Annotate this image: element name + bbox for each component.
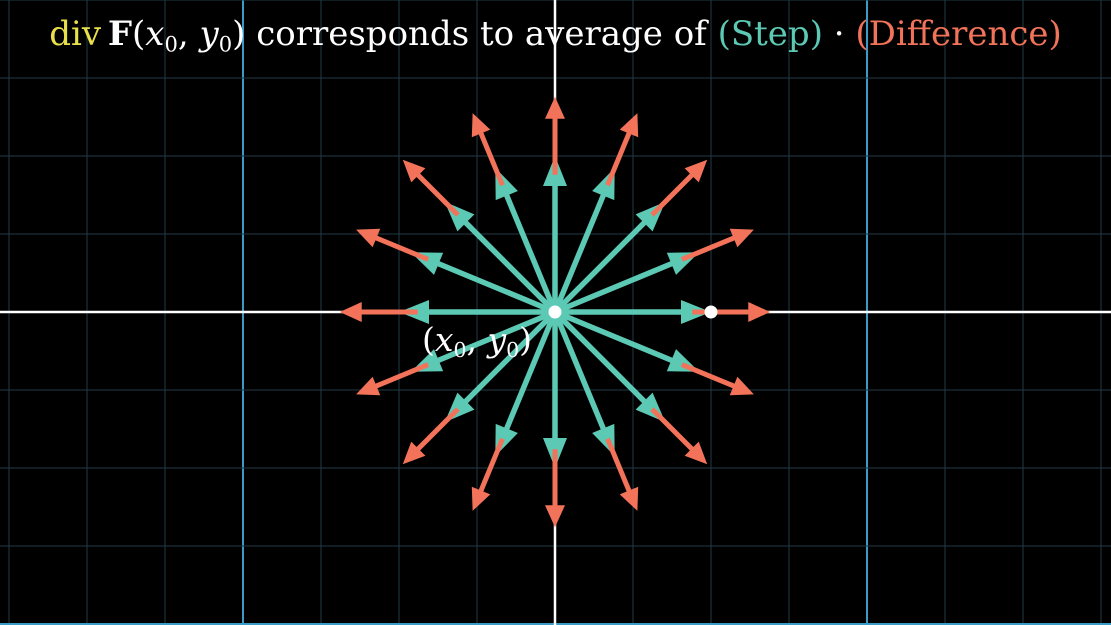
- difference-vector-head: [471, 113, 491, 138]
- step-vector-shaft: [552, 310, 607, 432]
- step-open-paren: (: [717, 14, 731, 54]
- step-vector-shaft: [552, 192, 607, 314]
- difference-vector-head: [545, 505, 565, 528]
- difference-vector: [471, 113, 505, 187]
- difference-vectors: [339, 96, 771, 528]
- difference-vector: [471, 437, 505, 511]
- div-operator: div: [49, 14, 102, 54]
- point-label-comma: ,: [466, 320, 488, 359]
- difference-vector-head: [619, 486, 639, 511]
- step-word: Step: [730, 14, 810, 54]
- point-label: (x0, y0): [422, 320, 532, 362]
- difference-vector-head: [545, 96, 565, 119]
- step-close-paren: ): [809, 14, 823, 54]
- page-title: div F(x0, y0) corresponds to average of …: [0, 14, 1111, 56]
- difference-vector: [692, 302, 771, 322]
- difference-vector: [605, 113, 639, 187]
- difference-vector-shaft: [415, 407, 460, 452]
- step-vector-shaft: [553, 310, 648, 405]
- difference-vector: [356, 362, 430, 396]
- point-label-x: x: [434, 320, 454, 359]
- step-vector-shaft: [435, 260, 557, 315]
- points: [548, 305, 718, 319]
- point-label-x-sub: 0: [453, 338, 467, 363]
- difference-vector-head: [402, 441, 426, 465]
- title-paren-open: (: [132, 14, 146, 54]
- difference-vector-head: [402, 159, 426, 183]
- step-vector: [444, 201, 557, 314]
- difference-vector-head: [356, 228, 381, 248]
- difference-vector-shaft: [415, 172, 460, 217]
- field-symbol: F: [107, 14, 132, 54]
- step-vector: [553, 310, 666, 423]
- point-label-y-sub: 0: [506, 338, 520, 363]
- difference-open-paren: (: [855, 14, 869, 54]
- title-middle: corresponds to average of: [245, 14, 718, 54]
- step-vector-shaft: [503, 192, 558, 314]
- step-end-point: [704, 305, 718, 319]
- difference-vector: [545, 96, 565, 175]
- point-label-y: y: [487, 320, 507, 359]
- difference-vector: [680, 228, 754, 262]
- difference-vector-head: [684, 159, 708, 183]
- step-vector-shaft: [553, 219, 648, 314]
- difference-vector-head: [356, 376, 381, 396]
- difference-vector-shaft: [373, 362, 430, 390]
- difference-vector-shaft: [680, 362, 737, 390]
- difference-vector-shaft: [650, 407, 695, 452]
- step-vector-shaft: [553, 260, 675, 315]
- dot-operator: ·: [822, 14, 856, 54]
- difference-vector-shaft: [477, 130, 505, 187]
- title-y: y: [199, 14, 219, 54]
- title-paren-close: ): [232, 14, 246, 54]
- difference-vector-shaft: [650, 172, 695, 217]
- difference-vector: [680, 362, 754, 396]
- step-vector-shaft: [462, 219, 557, 314]
- difference-vector: [650, 407, 708, 465]
- difference-word: Difference: [868, 14, 1049, 54]
- step-vector-shaft: [462, 310, 557, 405]
- difference-vector-shaft: [605, 130, 633, 187]
- title-comma: ,: [177, 14, 200, 54]
- difference-vector-head: [729, 376, 754, 396]
- title-x-sub: 0: [164, 31, 178, 57]
- title-y-sub: 0: [218, 31, 233, 57]
- difference-vector: [402, 159, 460, 217]
- difference-vector-head: [619, 113, 639, 138]
- step-vector: [553, 201, 666, 314]
- difference-vector-shaft: [477, 437, 505, 494]
- step-vector-shaft: [503, 310, 558, 432]
- title-x: x: [145, 14, 165, 54]
- difference-vector-head: [729, 228, 754, 248]
- difference-vector-shaft: [605, 437, 633, 494]
- difference-vector: [545, 449, 565, 528]
- difference-vector-head: [471, 486, 491, 511]
- difference-vector-head: [684, 441, 708, 465]
- step-vector-shaft: [553, 309, 675, 364]
- difference-vector-head: [339, 302, 362, 322]
- difference-vector-shaft: [680, 234, 737, 262]
- difference-vector-shaft: [373, 234, 430, 262]
- difference-vector: [356, 228, 430, 262]
- point-label-close: ): [519, 320, 533, 359]
- difference-vector: [402, 407, 460, 465]
- difference-vector-head: [748, 302, 771, 322]
- difference-vector: [650, 159, 708, 217]
- origin-point: [548, 305, 562, 319]
- difference-vector: [605, 437, 639, 511]
- point-label-open: (: [422, 320, 435, 359]
- step-vector-shaft: [435, 309, 557, 364]
- difference-close-paren: ): [1048, 14, 1062, 54]
- difference-vector: [339, 302, 418, 322]
